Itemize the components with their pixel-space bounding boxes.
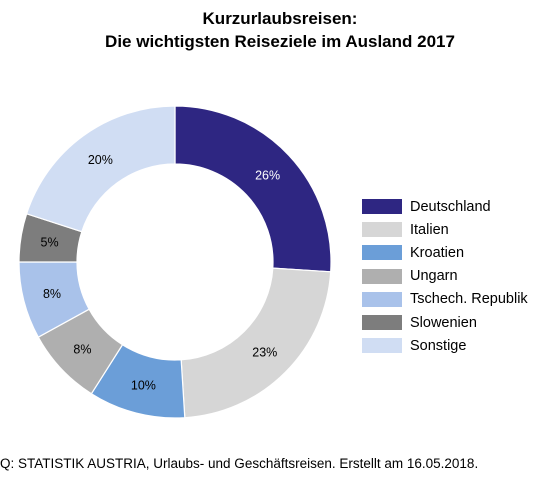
slice-sonstige [25, 105, 176, 233]
legend-item: Tschech. Republik [362, 288, 528, 311]
legend-item: Italien [362, 218, 528, 241]
data-label-sonstige: 20% [88, 153, 113, 167]
legend-swatch [362, 315, 402, 331]
legend-item: Sonstige [362, 334, 528, 357]
chart-subtitle: Die wichtigsten Reiseziele im Ausland 20… [105, 32, 455, 51]
legend-swatch [362, 291, 402, 307]
data-label-kroatien: 10% [131, 379, 156, 393]
data-label-tschech-republik: 8% [43, 287, 61, 301]
slice-deutschland [174, 105, 332, 273]
legend-label: Sonstige [410, 337, 467, 354]
source-note: Q: STATISTIK AUSTRIA, Urlaubs- und Gesch… [0, 456, 479, 471]
legend-swatch [362, 245, 402, 261]
legend-item: Deutschland [362, 195, 528, 218]
data-label-ungarn: 8% [73, 342, 91, 356]
legend-label: Tschech. Republik [410, 291, 528, 308]
legend-swatch [362, 199, 402, 215]
legend-label: Slowenien [410, 314, 477, 331]
data-label-italien: 23% [252, 345, 277, 359]
legend-item: Slowenien [362, 311, 528, 334]
legend-label: Kroatien [410, 244, 465, 261]
data-label-slowenien: 5% [41, 236, 59, 250]
slice-italien [180, 267, 332, 419]
legend-item: Kroatien [362, 241, 528, 264]
legend-swatch [362, 268, 402, 284]
legend-label: Ungarn [410, 268, 458, 285]
chart-legend: Deutschland Italien Kroatien Ungarn Tschech.… [362, 195, 528, 357]
data-label-deutschland: 26% [255, 169, 280, 183]
legend-swatch [362, 222, 402, 238]
legend-label: Italien [410, 221, 449, 238]
legend-swatch [362, 338, 402, 354]
chart-title: Kurzurlaubsreisen: [202, 9, 358, 28]
legend-label: Deutschland [410, 198, 491, 215]
legend-item: Ungarn [362, 265, 528, 288]
